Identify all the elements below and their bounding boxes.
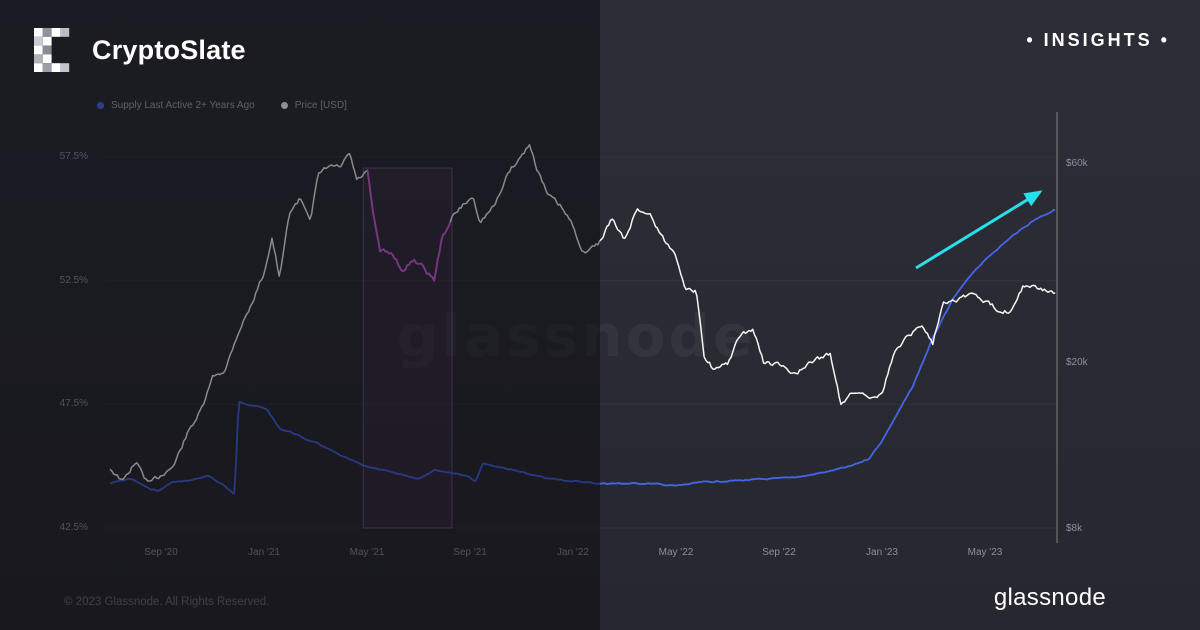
legend-item-supply: Supply Last Active 2+ Years Ago — [97, 100, 255, 111]
watermark-text: glassnode — [397, 302, 756, 370]
supply-legend-dot-icon — [97, 102, 104, 109]
chart-legend: Supply Last Active 2+ Years Ago Price [U… — [97, 100, 347, 111]
y-axis-left-tick: 52.5% — [59, 275, 88, 286]
y-axis-right-tick: $8k — [1066, 523, 1083, 534]
x-axis-tick: Sep '22 — [762, 547, 796, 558]
price-legend-dot-icon — [280, 102, 288, 109]
insights-badge: • INSIGHTS • — [1026, 30, 1170, 50]
price-line-highlight — [366, 170, 452, 282]
copyright-text: © 2023 Glassnode. All Rights Reserved. — [64, 596, 270, 608]
cryptoslate-logo — [34, 28, 70, 72]
y-axis-right-tick: $20k — [1066, 357, 1088, 368]
glassnode-wordmark: glassnode — [993, 584, 1106, 611]
y-axis-right-tick: $60k — [1066, 158, 1088, 169]
x-axis-tick: Jan '21 — [248, 547, 280, 558]
x-axis-tick: Jan '23 — [866, 547, 898, 558]
x-axis-tick: Sep '20 — [144, 547, 178, 558]
y-axis-left-tick: 47.5% — [59, 398, 88, 409]
supply-line — [109, 208, 1056, 495]
trend-arrow — [915, 190, 1043, 270]
x-axis-tick: May '22 — [658, 547, 694, 558]
x-axis-tick: May '23 — [967, 547, 1003, 558]
legend-label: Price [USD] — [294, 100, 347, 111]
highlight-box — [362, 167, 453, 529]
y-axis-left-tick: 57.5% — [59, 151, 88, 162]
legend-label: Supply Last Active 2+ Years Ago — [111, 100, 255, 111]
x-axis-tick: Sep '21 — [453, 547, 487, 558]
y-axis-left-tick: 42.5% — [59, 522, 88, 533]
x-axis-tick: May '21 — [349, 547, 385, 558]
price-line — [109, 144, 1056, 482]
brand-header: CryptoSlate — [34, 28, 246, 72]
x-axis-tick: Jan '22 — [557, 547, 589, 558]
legend-item-price: Price [USD] — [280, 100, 347, 111]
brand-name: CryptoSlate — [92, 34, 246, 65]
